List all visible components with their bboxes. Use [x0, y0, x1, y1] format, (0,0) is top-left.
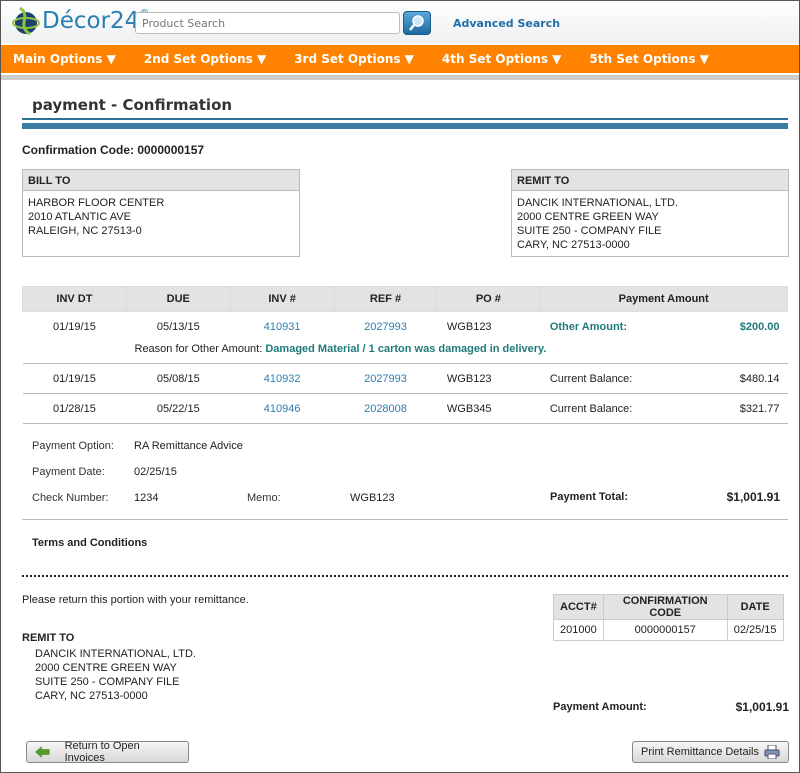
col-ref: REF #: [333, 286, 438, 312]
divider: [22, 118, 788, 120]
invoice-link[interactable]: 410932: [263, 372, 301, 385]
cell: WGB123: [446, 320, 492, 333]
terms-and-conditions[interactable]: Terms and Conditions: [32, 537, 148, 549]
address-line: CARY, NC 27513-0000: [517, 239, 630, 251]
payment-total-label: Payment Total:: [550, 491, 629, 503]
remittance-table: ACCT# CONFIRMATION CODE DATE 201000 0000000…: [553, 594, 784, 641]
arrow-left-icon: [35, 746, 50, 758]
divider: [1, 75, 799, 80]
search-button[interactable]: [403, 11, 431, 35]
payment-amount-value: $1,001.91: [735, 700, 789, 714]
brand-logo: Décor24®: [42, 8, 149, 34]
memo-label: Memo:: [247, 492, 281, 504]
search-icon: [409, 15, 424, 31]
amount-label: Other Amount:: [549, 320, 628, 333]
col-po: PO #: [436, 286, 541, 312]
cell: WGB345: [436, 393, 540, 424]
ref-link[interactable]: 2028008: [364, 402, 407, 415]
reason-value: Damaged Material / 1 carton was damaged …: [265, 343, 547, 356]
table-row: 01/19/15 05/13/15 410931 2027993 WGB123 Ot…: [23, 312, 788, 342]
payment-amount-label: Payment Amount:: [553, 701, 647, 713]
ref-link[interactable]: 2027993: [364, 320, 407, 333]
check-number-value: 1234: [134, 492, 159, 504]
nav-4th-set-options[interactable]: 4th Set Options ▼: [441, 52, 562, 66]
invoice-table: INV DT DUE INV # REF # PO # Payment Amount 01…: [22, 286, 788, 424]
table-row: 01/19/15 05/08/15 410932 2027993 WGB123 Cu…: [22, 363, 788, 394]
cell: 0000000157: [602, 619, 728, 641]
address-line: 2000 CENTRE GREEN WAY: [35, 662, 177, 674]
product-search-input[interactable]: [135, 12, 400, 34]
header: [1, 1, 799, 43]
invoice-link[interactable]: 410931: [263, 320, 301, 333]
col-payment-amount: Payment Amount: [539, 286, 788, 312]
amount: $200.00: [739, 320, 780, 333]
advanced-search-link[interactable]: Advanced Search: [453, 17, 561, 30]
payment-date-label: Payment Date:: [32, 466, 105, 478]
col-confirmation-code: CONFIRMATION CODE: [602, 594, 728, 620]
logo-icon: [12, 6, 40, 36]
cell: 201000: [553, 619, 604, 641]
ref-link[interactable]: 2027993: [364, 372, 407, 385]
remittance-note: Please return this portion with your rem…: [22, 594, 249, 606]
printer-icon: [764, 745, 780, 759]
button-label: Return to Open Invoices: [64, 740, 140, 764]
address-line: SUITE 250 - COMPANY FILE: [517, 225, 662, 237]
cut-line: [22, 575, 788, 577]
cell: 01/28/15: [22, 393, 127, 424]
amount-label: Current Balance:: [539, 393, 664, 424]
divider: [22, 123, 788, 129]
address-line: RALEIGH, NC 27513-0: [28, 225, 142, 237]
bill-to-title: BILL TO: [23, 170, 299, 191]
divider: [22, 519, 788, 520]
amount-label: Current Balance:: [539, 363, 664, 394]
payment-option-value: RA Remittance Advice: [134, 440, 243, 452]
cell: 01/19/15: [22, 363, 127, 394]
col-inv: INV #: [229, 286, 335, 312]
cell: 02/25/15: [726, 619, 784, 641]
button-label: Print Remittance Details: [641, 746, 759, 758]
cell: 05/13/15: [156, 320, 200, 333]
col-acct: ACCT#: [553, 594, 604, 620]
address-line: 2000 CENTRE GREEN WAY: [517, 211, 659, 223]
nav-main-options[interactable]: Main Options ▼: [13, 52, 116, 66]
col-due: DUE: [125, 286, 231, 312]
cell: 05/08/15: [126, 363, 231, 394]
return-to-open-invoices-button[interactable]: Return to Open Invoices: [26, 740, 189, 764]
remit-to-box: REMIT TO DANCIK INTERNATIONAL, LTD. 2000 …: [511, 169, 789, 257]
address-line: SUITE 250 - COMPANY FILE: [35, 676, 180, 688]
check-number-label: Check Number:: [32, 492, 109, 504]
cell: WGB123: [436, 363, 540, 394]
address-line: 2010 ATLANTIC AVE: [28, 211, 131, 223]
amount: $321.77: [663, 393, 788, 424]
print-remittance-details-button[interactable]: Print Remittance Details: [632, 741, 789, 763]
cell: 05/22/15: [126, 393, 231, 424]
invoice-link[interactable]: 410946: [263, 402, 301, 415]
reason-label: Reason for Other Amount:: [134, 343, 263, 356]
col-inv-dt: INV DT: [22, 286, 127, 312]
address-line: DANCIK INTERNATIONAL, LTD.: [35, 648, 196, 660]
page-title: payment - Confirmation: [32, 96, 233, 114]
remit-to-title: REMIT TO: [512, 170, 788, 191]
address-line: DANCIK INTERNATIONAL, LTD.: [517, 197, 678, 209]
cell: 01/19/15: [53, 320, 96, 333]
bill-to-box: BILL TO HARBOR FLOOR CENTER 2010 ATLANTIC…: [22, 169, 300, 257]
payment-date-value: 02/25/15: [134, 466, 177, 478]
address-line: HARBOR FLOOR CENTER: [28, 197, 165, 209]
confirmation-code: Confirmation Code: 0000000157: [22, 143, 205, 157]
nav-2nd-set-options[interactable]: 2nd Set Options ▼: [143, 52, 267, 66]
payment-total-value: $1,001.91: [726, 490, 780, 504]
col-date: DATE: [726, 594, 784, 620]
address-line: CARY, NC 27513-0000: [35, 690, 148, 702]
amount: $480.14: [663, 363, 788, 394]
memo-value: WGB123: [350, 492, 395, 504]
nav-5th-set-options[interactable]: 5th Set Options ▼: [589, 52, 709, 66]
table-row: 01/28/15 05/22/15 410946 2028008 WGB345 Cu…: [22, 393, 788, 424]
payment-option-label: Payment Option:: [32, 440, 114, 452]
remit-to-address: DANCIK INTERNATIONAL, LTD. 2000 CENTRE GR…: [35, 647, 196, 703]
nav-3rd-set-options[interactable]: 3rd Set Options ▼: [294, 52, 414, 66]
main-nav: Main Options ▼ 2nd Set Options ▼ 3rd Set…: [1, 45, 799, 73]
remit-to-title: REMIT TO: [22, 632, 75, 644]
